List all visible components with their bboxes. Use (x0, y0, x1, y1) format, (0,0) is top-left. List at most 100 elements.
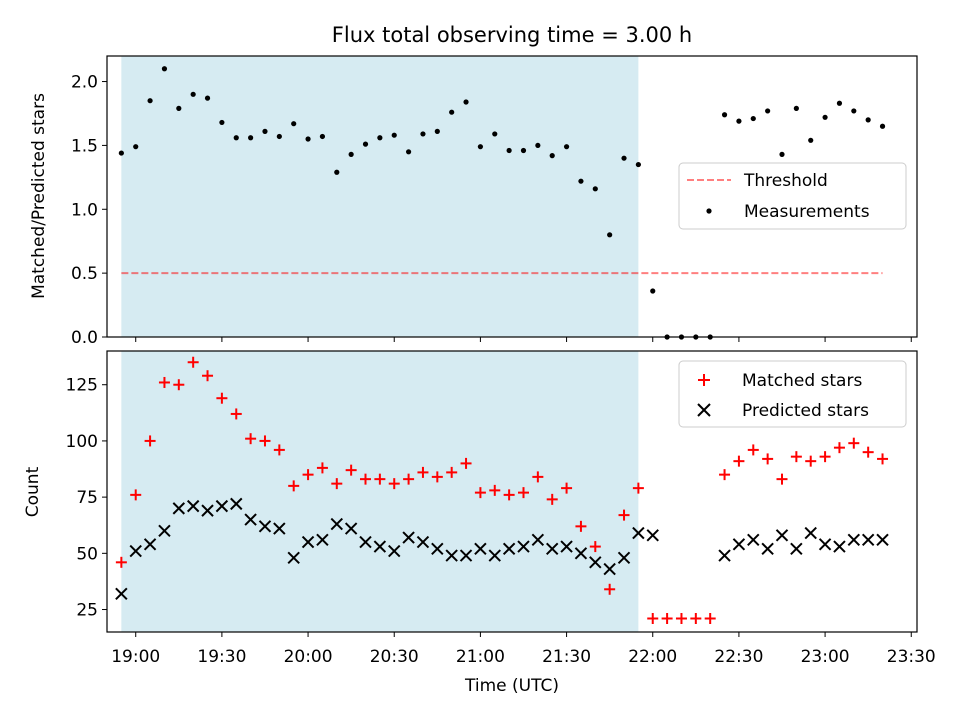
matched-star-point (115, 556, 127, 568)
measurement-point (147, 98, 153, 104)
chart-title: Flux total observing time = 3.00 h (332, 23, 692, 47)
measurement-point (836, 100, 843, 106)
measurement-point (334, 169, 340, 175)
predicted-star-point (416, 535, 430, 549)
predicted-star-point (201, 504, 214, 517)
y-tick-label: 100 (66, 432, 98, 452)
predicted-star-point (546, 542, 559, 556)
matched-star-point (532, 471, 544, 483)
legend-box (678, 360, 907, 428)
measurement-point (865, 117, 871, 123)
top-legend: Threshold Measurements (678, 162, 907, 230)
predicted-star-point (402, 531, 415, 544)
predicted-star-point (143, 538, 157, 551)
predicted-star-point (172, 502, 186, 515)
matched-star-point (158, 376, 170, 388)
measurement-point (276, 133, 282, 140)
matched-star-point (833, 442, 845, 454)
matched-star-point (288, 480, 300, 492)
matched-star-point (388, 478, 400, 490)
predicted-star-point (459, 549, 473, 562)
matched-star-point (675, 613, 687, 625)
matched-star-point (130, 489, 142, 501)
axes-frame (106, 350, 918, 633)
predicted-star-point (761, 542, 774, 556)
matched-star-point (776, 473, 788, 485)
matched-star-point (302, 469, 314, 481)
measurement-point (219, 119, 225, 126)
x-tick-label: 20:00 (284, 647, 333, 667)
measurement-point (391, 132, 397, 138)
matched-star-point (848, 437, 860, 449)
measurement-point (233, 135, 239, 141)
matched-star-point (446, 466, 458, 478)
measurement-point (879, 123, 886, 129)
predicted-star-point (488, 549, 501, 562)
measurement-point (520, 147, 527, 154)
matched-star-point (561, 482, 573, 494)
measurement-point (851, 108, 857, 114)
matched-star-point (503, 489, 515, 501)
matched-legend-label: Matched stars (742, 371, 862, 391)
matched-star-point (316, 462, 328, 474)
measurement-point (535, 142, 541, 149)
predicted-star-point (603, 562, 616, 576)
shade-region (121, 351, 639, 632)
predicted-star-point (732, 538, 746, 551)
matched-star-point (546, 493, 558, 505)
predicted-star-point (804, 526, 817, 540)
top-axes-frame (106, 55, 918, 338)
matched-star-point (690, 613, 702, 625)
matched-star-point (762, 453, 774, 465)
measurement-point (348, 151, 354, 157)
predicted-star-point (747, 533, 760, 547)
predicted-star-point (244, 513, 257, 526)
predicted-star-point (847, 533, 861, 547)
measurement-point (808, 137, 814, 143)
predicted-star-point (632, 526, 645, 540)
y-tick-label: 1.0 (71, 200, 98, 220)
measurement-point (291, 121, 297, 127)
predicted-star-point (517, 540, 530, 553)
measurement-point (750, 115, 756, 122)
top-subplot: Flux total observing time = 3.00 h 0.00.… (29, 23, 918, 348)
matched-star-point (474, 487, 486, 499)
measurement-point (305, 136, 311, 142)
x-axis-label: Time (UTC) (464, 676, 559, 696)
matched-star-point (661, 613, 673, 625)
matched-star-point (331, 478, 343, 490)
predicted-star-point (388, 544, 401, 558)
predicted-star-point (301, 535, 315, 549)
measurement-point (204, 95, 211, 101)
measurement-point (176, 105, 182, 111)
bottom-axes-frame (106, 350, 918, 633)
predicted-legend-swatch (697, 403, 711, 417)
predicted-star-point (316, 533, 329, 547)
x-tick-label: 23:30 (887, 647, 936, 667)
measurement-points (118, 66, 886, 340)
measurement-point (721, 112, 728, 118)
x-tick-label: 22:00 (628, 647, 677, 667)
matched-star-point (144, 435, 156, 447)
matched-star-point (632, 482, 644, 494)
predicted-legend-label: Predicted stars (742, 401, 869, 421)
observing-window-shade (121, 351, 639, 632)
predicted-star-point (445, 549, 458, 562)
predicted-star-point (861, 533, 875, 547)
measurement-point (319, 133, 326, 140)
predicted-star-point (273, 522, 286, 535)
predicted-star-point (330, 517, 343, 531)
y-tick-label: 1.5 (71, 136, 98, 156)
measurement-point (449, 109, 455, 115)
measurement-point (362, 141, 369, 147)
matched-star-point (719, 469, 731, 481)
measurement-point (477, 144, 484, 150)
matched-star-point (704, 613, 716, 625)
matched-star-point (202, 370, 214, 382)
y-tick-label: 50 (76, 544, 98, 564)
x-tick-label: 21:00 (456, 647, 505, 667)
matched-star-point (489, 484, 501, 496)
bottom-legend: Matched stars Predicted stars (678, 360, 907, 428)
measurement-point (779, 151, 785, 157)
measurement-point (607, 232, 613, 238)
